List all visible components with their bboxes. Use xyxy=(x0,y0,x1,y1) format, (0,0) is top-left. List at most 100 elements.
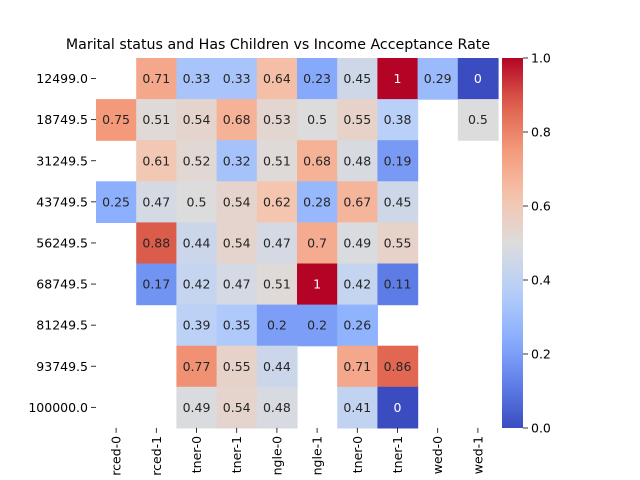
x-tick-label: wed-0 xyxy=(430,436,445,474)
cell-value-label: 0.71 xyxy=(343,359,371,374)
x-tick-label: tner-1 xyxy=(390,436,405,473)
heatmap-cell xyxy=(337,345,378,388)
y-tick-label: 43749.5 xyxy=(36,194,88,209)
heatmap-cell xyxy=(337,222,378,265)
cell-value-label: 0.42 xyxy=(343,277,371,292)
cell-value-label: 0.5 xyxy=(307,112,327,127)
cell-value-label: 0.54 xyxy=(223,194,251,209)
cell-value-label: 0.28 xyxy=(303,194,331,209)
heatmap-cell xyxy=(457,58,499,100)
cell-value-label: 0.29 xyxy=(424,71,452,86)
cell-value-label: 0.7 xyxy=(307,235,327,250)
colorbar-gradient xyxy=(502,58,523,428)
cell-value-label: 0.88 xyxy=(142,235,170,250)
cell-value-label: 0.42 xyxy=(183,277,211,292)
cell-value-label: 0.17 xyxy=(142,277,170,292)
x-tick-label: tner-0 xyxy=(189,436,204,473)
cell-value-label: 0.55 xyxy=(343,112,371,127)
heatmap-cell xyxy=(176,345,218,388)
heatmap-cell xyxy=(256,140,298,182)
cell-value-label: 0.35 xyxy=(223,318,251,333)
heatmap-cell xyxy=(216,386,258,429)
heatmap-cell xyxy=(256,345,298,388)
x-tick-label: wed-1 xyxy=(470,436,485,474)
cell-value-label: 0.64 xyxy=(263,71,291,86)
heatmap-cell xyxy=(337,58,378,100)
heatmap-cell xyxy=(417,58,459,100)
heatmap-cell xyxy=(136,58,177,100)
cell-value-label: 0.39 xyxy=(183,318,211,333)
cell-value-label: 0.49 xyxy=(343,235,371,250)
cell-value-label: 0.52 xyxy=(183,153,211,168)
heatmap-cell xyxy=(216,140,258,182)
heatmap-cell xyxy=(96,181,137,223)
heatmap-cell xyxy=(337,263,378,306)
chart-title: Marital status and Has Children vs Incom… xyxy=(66,37,490,53)
cell-value-label: 0.48 xyxy=(343,153,371,168)
cell-value-label: 0.55 xyxy=(384,235,412,250)
cell-value-label: 0.48 xyxy=(263,400,291,415)
cell-value-label: 0.2 xyxy=(307,318,327,333)
cell-value-label: 1 xyxy=(394,71,402,86)
y-axis: 12499.0 18749.5 31249.5 43749.5 56249.5 68749… xyxy=(28,71,96,415)
cell-value-label: 0.54 xyxy=(223,400,251,415)
cell-value-label: 0.67 xyxy=(343,194,371,209)
heatmap-cell xyxy=(216,304,258,347)
heatmap-cell xyxy=(136,222,177,265)
cell-value-label: 0.51 xyxy=(263,277,291,292)
heatmap-cell xyxy=(256,99,298,141)
cell-value-label: 0.49 xyxy=(183,400,211,415)
cell-value-label: 0.86 xyxy=(384,359,412,374)
colorbar-tick-label: 1.0 xyxy=(531,51,551,66)
heatmap-cell xyxy=(297,304,338,347)
cell-value-label: 0.11 xyxy=(384,277,412,292)
heatmap-cell xyxy=(216,263,258,306)
cell-value-label: 0.2 xyxy=(267,318,287,333)
heatmap-cell xyxy=(377,140,419,182)
y-tick-label: 18749.5 xyxy=(36,112,88,127)
cell-value-label: 0.55 xyxy=(223,359,251,374)
heatmap-cell xyxy=(176,99,218,141)
heatmap-cell xyxy=(256,181,298,223)
heatmap-cell xyxy=(297,222,338,265)
colorbar-tick-label: 0.6 xyxy=(531,199,551,214)
cell-value-label: 0.68 xyxy=(303,153,331,168)
heatmap-cell xyxy=(256,222,298,265)
cell-value-label: 0.77 xyxy=(183,359,211,374)
cell-value-label: 0.23 xyxy=(303,71,331,86)
heatmap-cell xyxy=(216,222,258,265)
heatmap-cell xyxy=(377,58,419,100)
heatmap-cell xyxy=(176,304,218,347)
cell-value-label: 0.71 xyxy=(142,71,170,86)
cell-value-label: 0.51 xyxy=(142,112,170,127)
x-tick-label: rced-1 xyxy=(149,436,164,476)
heatmap-cell xyxy=(176,140,218,182)
cell-value-label: 0.45 xyxy=(384,194,412,209)
heatmap-cell xyxy=(337,140,378,182)
cell-value-label: 0.53 xyxy=(263,112,291,127)
heatmap-cell xyxy=(377,222,419,265)
heatmap-cell xyxy=(136,263,177,306)
cell-value-label: 0.5 xyxy=(187,194,207,209)
cell-value-label: 0.26 xyxy=(343,318,371,333)
heatmap-cell xyxy=(176,386,218,429)
heatmap-cell xyxy=(256,304,298,347)
y-tick-label: 56249.5 xyxy=(36,235,88,250)
cell-value-label: 0.41 xyxy=(343,400,371,415)
colorbar-tick-label: 0.4 xyxy=(531,273,551,288)
cell-value-label: 0.47 xyxy=(142,194,170,209)
heatmap-cell xyxy=(216,181,258,223)
cell-value-label: 0.5 xyxy=(468,112,488,127)
heatmap-cell xyxy=(337,181,378,223)
cell-value-label: 0.44 xyxy=(263,359,291,374)
y-tick-label: 68749.5 xyxy=(36,277,88,292)
x-tick-label: ngle-0 xyxy=(269,436,284,476)
cell-value-label: 0 xyxy=(474,71,482,86)
heatmap-cell xyxy=(256,58,298,100)
cell-value-label: 0.54 xyxy=(223,235,251,250)
cell-value-label: 0.19 xyxy=(384,153,412,168)
heatmap-cell xyxy=(337,99,378,141)
cell-value-label: 0.45 xyxy=(343,71,371,86)
cell-value-label: 0.75 xyxy=(102,112,130,127)
cell-value-label: 0.25 xyxy=(102,194,130,209)
